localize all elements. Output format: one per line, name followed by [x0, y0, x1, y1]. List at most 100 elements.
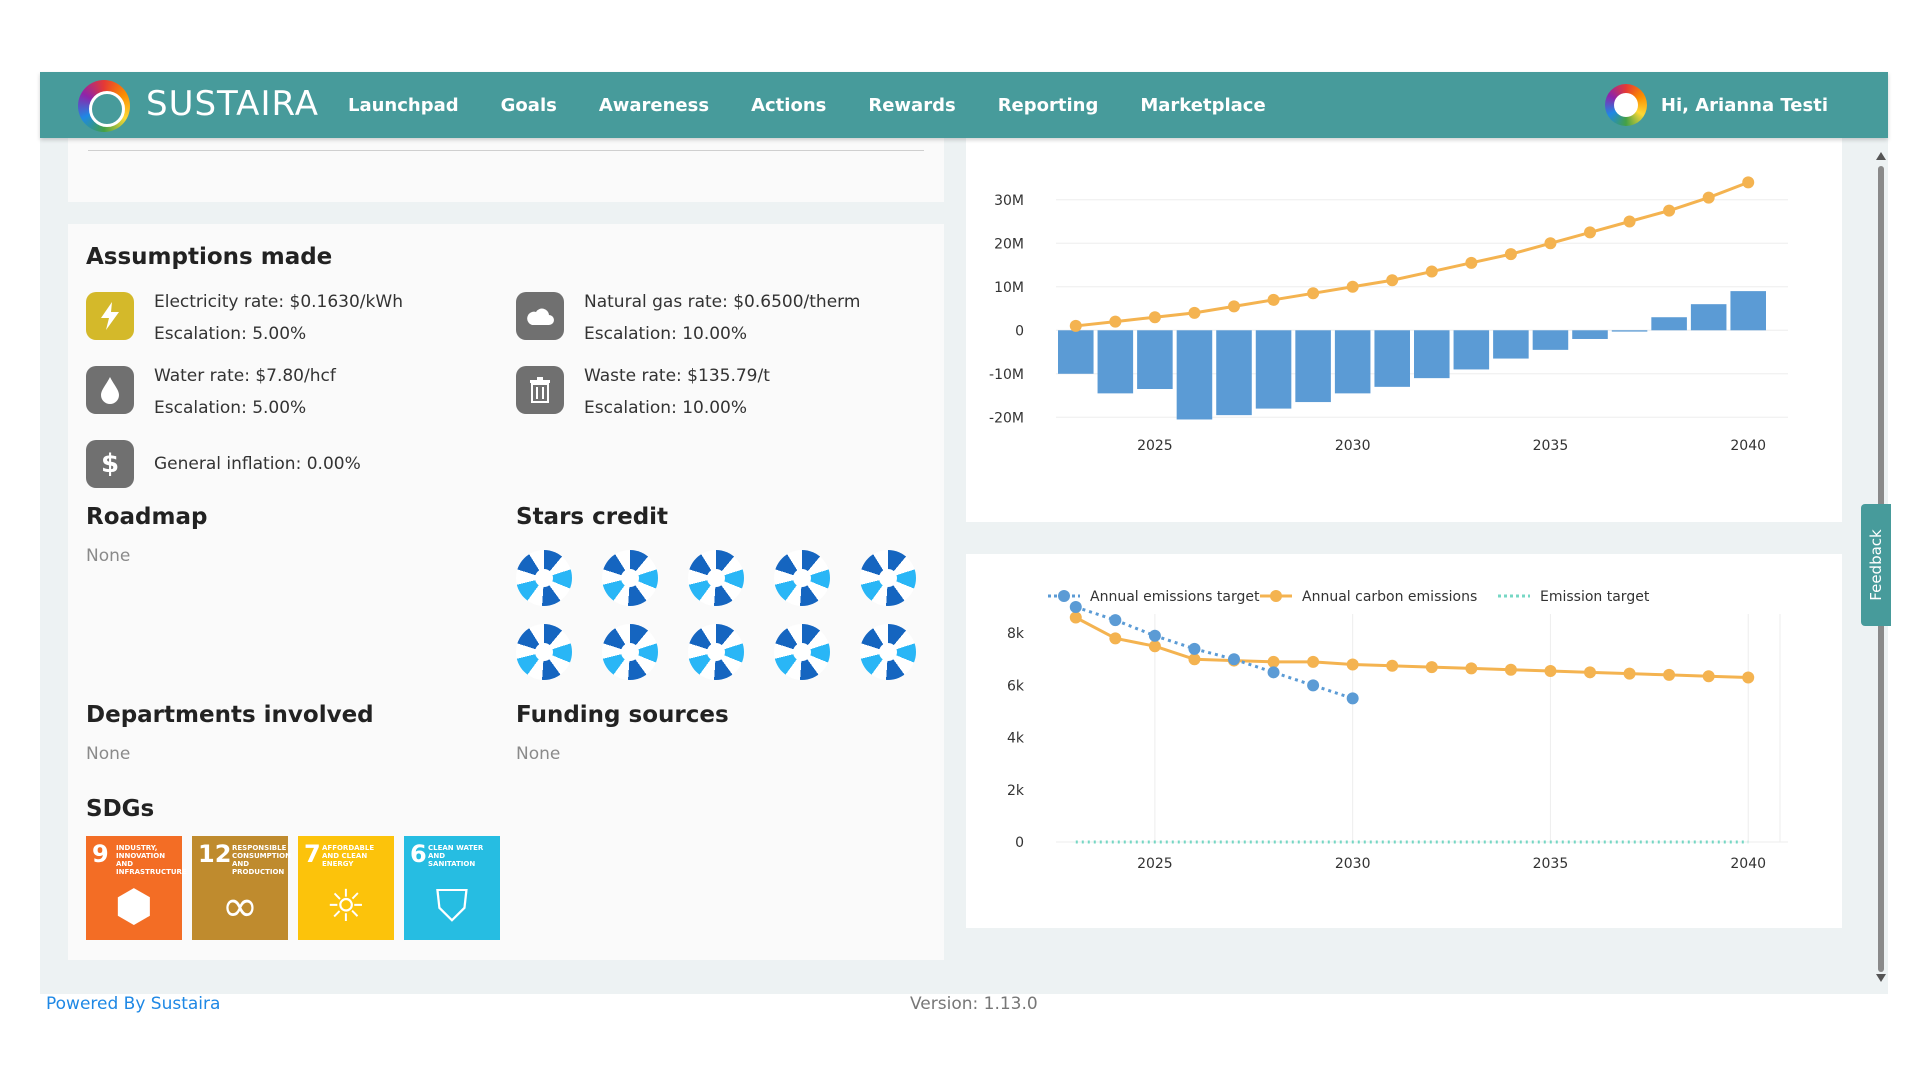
nav-marketplace[interactable]: Marketplace	[1140, 94, 1266, 116]
trash-icon	[516, 366, 564, 414]
emissions-target-point	[1346, 692, 1359, 705]
star-credit-icon	[860, 624, 916, 680]
line-point	[1504, 248, 1517, 261]
electricity-escalation: Escalation: 5.00%	[154, 324, 307, 344]
line-point	[1702, 191, 1715, 204]
water-glass-icon: ⛉	[435, 881, 469, 932]
carbon-emissions-point	[1623, 667, 1636, 680]
line-point	[1386, 274, 1399, 287]
feedback-label: Feedback	[1867, 529, 1885, 601]
star-credit-icon	[774, 550, 830, 606]
sdg-label: Industry, innovation and infrastructure	[116, 844, 187, 876]
divider	[88, 150, 924, 151]
sustaira-logo-icon[interactable]	[78, 80, 130, 132]
user-menu[interactable]: Hi, Arianna Testi	[1604, 72, 1828, 138]
bar	[1137, 330, 1173, 390]
bar	[1651, 317, 1687, 331]
bar	[1493, 330, 1529, 359]
line-point	[1346, 280, 1359, 293]
cloud-icon	[516, 292, 564, 340]
carbon-emissions-point	[1742, 671, 1755, 684]
financial-chart-card: 30M 20M 10M 0 -10M -20M 2025 2030 2035 2040	[966, 138, 1842, 522]
line-point	[1584, 226, 1596, 239]
sdg-list: 9 Industry, innovation and infrastructur…	[86, 836, 506, 940]
bar	[1374, 330, 1410, 387]
bar	[1295, 330, 1331, 403]
x-tick-label: 2035	[1533, 438, 1569, 454]
bar	[1216, 330, 1252, 416]
sdg-label: Affordable and clean energy	[322, 844, 375, 868]
x-tick-label: 2025	[1137, 438, 1173, 454]
line-point	[1188, 306, 1201, 319]
sdg-7-tile[interactable]: 7 Affordable and clean energy ☼	[298, 836, 394, 940]
carbon-emissions-point	[1425, 661, 1438, 674]
bar	[1176, 330, 1213, 420]
legend-label: Annual carbon emissions	[1302, 589, 1477, 605]
line-point	[1623, 215, 1636, 228]
bar	[1611, 330, 1648, 332]
sdg-number: 9	[92, 840, 109, 868]
star-credit-icon	[688, 624, 744, 680]
star-credit-icon	[602, 550, 658, 606]
previous-section-card	[68, 138, 944, 202]
savings-line	[1075, 180, 1749, 328]
line-point	[1069, 319, 1082, 332]
star-credit-icon	[860, 550, 916, 606]
line-point	[1465, 256, 1478, 269]
x-tick-label: 2035	[1533, 856, 1569, 872]
y-tick-label: 10M	[994, 280, 1024, 296]
emissions-target-point	[1267, 666, 1280, 679]
nav-goals[interactable]: Goals	[500, 94, 557, 116]
electricity-rate: Electricity rate: $0.1630/kWh	[154, 292, 403, 312]
bar	[1255, 330, 1292, 409]
footer: Powered By Sustaira Version: 1.13.0	[40, 994, 1890, 1020]
powered-by-link[interactable]: Powered By Sustaira	[46, 994, 221, 1014]
sdg-number: 6	[410, 840, 427, 868]
nav-reporting[interactable]: Reporting	[997, 94, 1099, 116]
line-point	[1425, 265, 1438, 278]
sdg-12-tile[interactable]: 12 Responsible consumption and productio…	[192, 836, 291, 940]
scroll-up-icon[interactable]	[1876, 152, 1886, 160]
emissions-target-point	[1307, 679, 1320, 692]
sdg-number: 7	[304, 840, 321, 868]
x-tick-label: 2025	[1137, 856, 1173, 872]
sdg-6-tile[interactable]: 6 Clean water and sanitation ⛉	[404, 836, 500, 940]
user-avatar[interactable]	[1604, 84, 1647, 126]
user-greeting[interactable]: Hi, Arianna Testi	[1660, 94, 1828, 116]
emissions-target-point	[1228, 653, 1240, 666]
top-navigation-bar: SUSTAIRA Launchpad Goals Awareness Actio…	[40, 72, 1888, 138]
line-point	[1148, 311, 1161, 324]
carbon-emissions-point	[1307, 655, 1320, 668]
bar	[1572, 330, 1608, 339]
water-rate: Water rate: $7.80/hcf	[154, 366, 336, 386]
nav-rewards[interactable]: Rewards	[868, 94, 956, 116]
line-point	[1663, 204, 1676, 217]
nav-awareness[interactable]: Awareness	[598, 94, 710, 116]
x-tick-label: 2040	[1730, 856, 1766, 872]
roadmap-title: Roadmap	[86, 504, 208, 530]
infinity-icon: ∞	[221, 881, 259, 932]
line-point	[1109, 315, 1122, 328]
brand-name[interactable]: SUSTAIRA	[146, 84, 319, 124]
natural-gas-escalation: Escalation: 10.00%	[584, 324, 748, 344]
nav-launchpad[interactable]: Launchpad	[348, 94, 459, 116]
bar	[1058, 330, 1094, 374]
bar	[1097, 330, 1134, 394]
nav-actions[interactable]: Actions	[751, 94, 827, 116]
sdg-label: Clean water and sanitation	[428, 844, 484, 868]
y-tick-label: 0	[1015, 323, 1024, 339]
line-point	[1228, 300, 1240, 313]
scroll-down-icon[interactable]	[1876, 974, 1886, 982]
y-tick-label: 20M	[994, 236, 1024, 252]
waste-rate: Waste rate: $135.79/t	[584, 366, 770, 386]
app-frame: SUSTAIRA Launchpad Goals Awareness Actio…	[40, 72, 1891, 1018]
emissions-target-point	[1148, 629, 1161, 642]
dollar-icon: $	[86, 440, 134, 488]
y-tick-label: 8k	[1007, 626, 1025, 642]
sdg-label: Responsible consumption and production	[232, 844, 291, 876]
legend-label: Emission target	[1540, 589, 1650, 605]
feedback-tab[interactable]: Feedback	[1861, 504, 1891, 626]
sdg-9-tile[interactable]: 9 Industry, innovation and infrastructur…	[86, 836, 187, 940]
annual-carbon-emissions-line	[1075, 616, 1749, 680]
general-inflation: General inflation: 0.00%	[154, 454, 361, 474]
